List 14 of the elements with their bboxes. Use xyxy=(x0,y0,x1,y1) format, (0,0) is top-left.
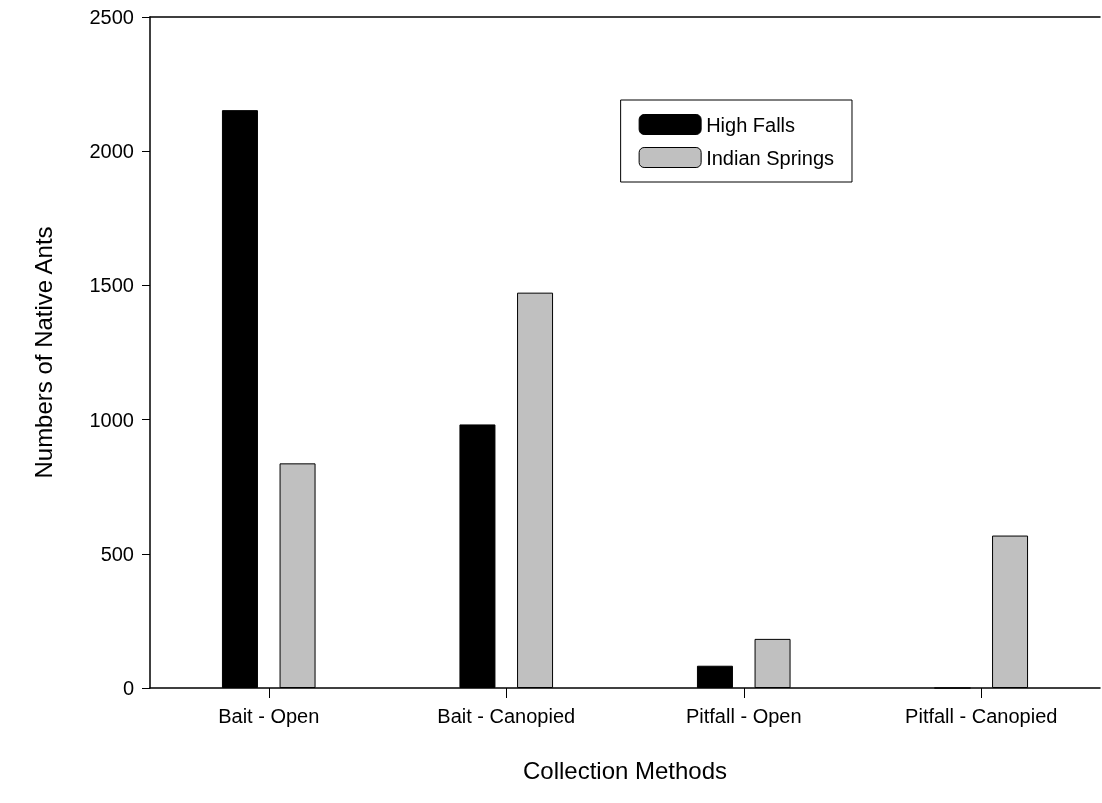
legend-label: High Falls xyxy=(706,113,796,136)
x-tick-label: Pitfall - Canopied xyxy=(905,705,1058,727)
x-tick-label: Pitfall - Open xyxy=(685,705,802,727)
x-tick-label: Bait - Canopied xyxy=(437,705,576,727)
legend-label: Indian Springs xyxy=(706,146,835,169)
y-tick-label: 0 xyxy=(122,677,134,699)
x-tick-label: Bait - Open xyxy=(218,705,320,727)
y-axis-title: Numbers of Native Ants xyxy=(29,226,57,479)
y-tick-label: 500 xyxy=(100,542,134,565)
x-axis-title: Collection Methods xyxy=(522,756,728,784)
y-tick-label: 1000 xyxy=(89,408,134,431)
y-tick-label: 2000 xyxy=(89,140,134,163)
y-tick-label: 1500 xyxy=(89,274,134,297)
y-tick-label: 2500 xyxy=(89,6,134,28)
